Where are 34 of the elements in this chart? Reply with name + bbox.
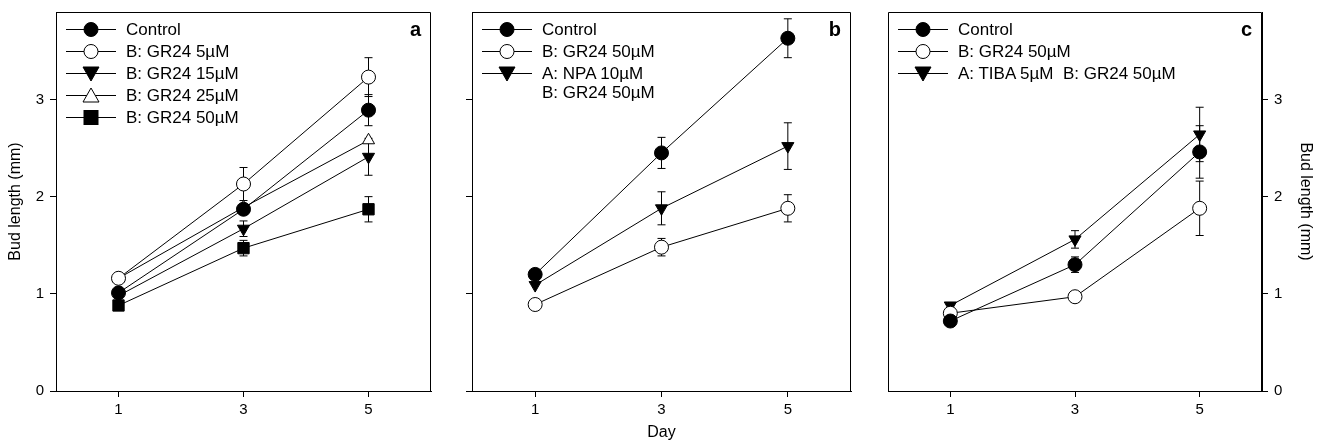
y2-tick-label: 3 (1274, 89, 1283, 107)
y-tick-label: 1 (35, 283, 44, 301)
legend-label: Control (958, 20, 1013, 39)
x-tick-label: 1 (530, 400, 540, 418)
y2-axis-title: Bud length (mm) (1297, 142, 1315, 261)
x-tick-label: 5 (1195, 400, 1204, 418)
y2-tick-label: 2 (1274, 186, 1283, 204)
legend-label: B: GR24 15µM (126, 64, 239, 83)
y-tick-label: 2 (35, 186, 44, 204)
chart-title: b (828, 17, 841, 40)
legend-label: A: TIBA 5µM B: GR24 50µM (958, 64, 1176, 83)
x-tick-label: 3 (239, 400, 248, 418)
x-axis-title: Day (647, 422, 676, 440)
legend-label: B: GR24 50µM (958, 42, 1071, 61)
chart-title: a (409, 17, 422, 40)
x-tick-label: 3 (1070, 400, 1080, 418)
y-tick-label: 0 (35, 381, 44, 399)
legend-label: A: NPA 10µM B: GR24 50µM (542, 64, 655, 102)
x-tick-label: 1 (946, 400, 955, 418)
legend-label: B: GR24 50µM (542, 42, 655, 61)
legend-label: Control (542, 20, 597, 39)
y2-tick-label: 1 (1274, 283, 1283, 301)
y2-tick-label: 0 (1274, 381, 1283, 399)
chart-title: c (1240, 17, 1252, 40)
legend-label: B: GR24 50µM (126, 108, 239, 127)
x-tick-label: 5 (783, 400, 793, 418)
x-tick-label: 1 (114, 400, 123, 418)
y-tick-label: 3 (35, 89, 44, 107)
legend-label: B: GR24 25µM (126, 86, 239, 105)
legend-label: B: GR24 5µM (126, 42, 230, 61)
legend-label: Control (126, 20, 181, 39)
y-axis-title: Bud length (mm) (6, 142, 24, 261)
x-tick-label: 5 (364, 400, 373, 418)
x-tick-label: 3 (657, 400, 666, 418)
